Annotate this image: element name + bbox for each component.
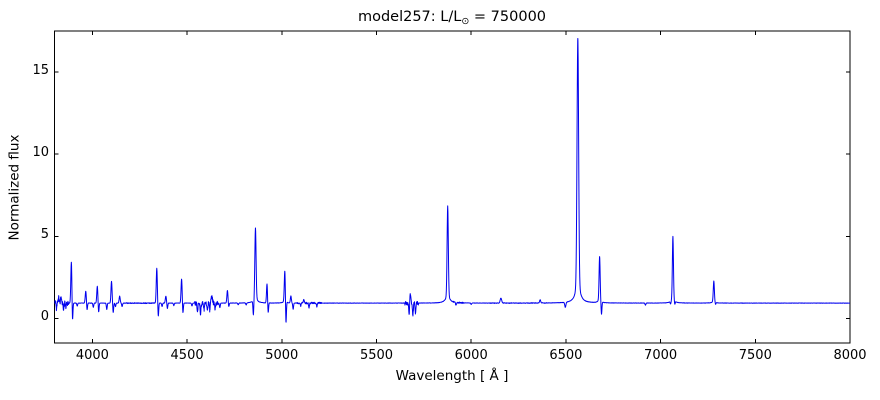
axis-ticks: [54, 31, 851, 343]
x-tick-label: 6500: [549, 348, 583, 363]
x-tick-label: 4500: [170, 348, 204, 363]
x-tick-label: 7500: [738, 348, 772, 363]
sun-symbol: ⊙: [461, 16, 470, 27]
x-tick-label: 4000: [75, 348, 109, 363]
x-tick-label: 8000: [833, 348, 867, 363]
plot-title: model257: L/L⊙ = 750000: [54, 9, 850, 27]
x-tick-label: 7000: [644, 348, 678, 363]
plot-title-text: model257: L/L: [357, 9, 462, 25]
y-tick-label: 15: [32, 63, 49, 79]
x-tick-label: 5500: [359, 348, 394, 363]
spectrum-line: [54, 37, 850, 323]
plot-title-value: = 750000: [469, 9, 547, 25]
x-tick-label: 5000: [265, 348, 299, 363]
y-tick-label: 10: [32, 145, 49, 161]
plot-frame: [54, 30, 851, 344]
x-tick-label: 6000: [454, 348, 488, 363]
y-tick-label: 5: [40, 227, 49, 243]
y-tick-label: 0: [40, 309, 49, 325]
x-axis-label: Wavelength [ Å ]: [395, 368, 509, 384]
